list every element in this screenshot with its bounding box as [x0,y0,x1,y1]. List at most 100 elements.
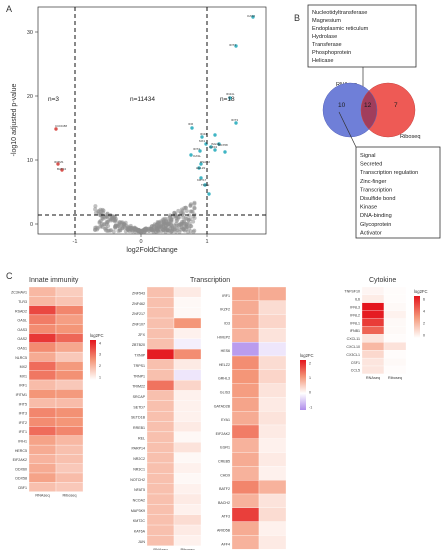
gene-label: NOTCH2 [130,478,145,482]
gene-point [190,209,195,214]
keyword-item: Zinc-finger [360,179,387,185]
gene-label: NLRC5 [15,356,27,360]
heatmap-cell [55,444,84,455]
gene-label: GRHL3 [218,377,230,381]
gene-point [174,219,179,223]
gene-point [192,200,197,205]
heatmap-cell [146,462,175,474]
heatmap-cell [258,507,287,522]
legend-tick: 1 [309,376,311,380]
heatmap-cell [231,342,260,357]
legend-tick: 4 [99,341,101,345]
heatmap-cell [28,472,57,483]
gene-point [176,223,181,228]
gene-label: SETD1B [131,416,146,420]
gene-point [133,228,138,233]
gene-label: DDX60 [15,467,27,471]
heatmap-cell [173,286,202,298]
legend-tick: 1 [99,375,101,379]
heatmap-cell [258,411,287,426]
heatmap-cell [173,390,202,402]
heatmap-cell [146,317,175,329]
heatmap-cell [173,348,202,360]
gene-label: HELZ2 [219,363,230,367]
heatmap-cell [146,379,175,391]
count-up: n=18 [220,96,235,103]
heatmap-cell [361,365,385,375]
heatmap-cell [231,480,260,495]
upregulated-point [199,162,203,166]
gene-point [162,221,167,226]
heatmap-cell [146,348,175,360]
keyword-item: Secreted [360,162,382,168]
heatmap-cell [173,359,202,370]
transcription-heatmap-1: ZNF543 ZNF462 ZNF217 ZNF107 ZFX ZBTB20 TXNIP TR… [130,286,202,552]
gene-point [164,226,169,231]
heatmap-cell [173,535,202,546]
heatmap-cell [28,463,57,474]
volcano-gene-label: IFI44 [200,132,207,136]
gene-label: HES6 [221,349,230,353]
gene-label: CCL5 [351,369,360,373]
heatmap-cell [258,383,287,398]
heatmap-cell [55,426,84,436]
count-riboseq-only: 7 [394,102,398,109]
heatmap-legends: log2FC 4 3 2 1 log2FC 2 1 0 -1 log2FC 6 4 2 0 [90,289,428,410]
gene-point [99,221,104,226]
heatmap-cell [55,472,84,483]
heatmap-cell [173,462,202,474]
gene-label: OAS2 [17,337,27,341]
count-down: n=3 [48,96,59,103]
legend-tick: -1 [309,405,312,409]
heatmap-cell [28,296,57,306]
heatmap-cell [231,314,260,329]
heatmap-cell [146,400,175,412]
heatmap-cell [28,333,57,343]
heatmap-cell [383,365,407,375]
venn-circle-rnaseq [323,83,377,137]
legend-title: log2FC [414,289,428,294]
gene-point [178,227,183,232]
gene-point [184,209,189,213]
heatmap-cell [55,370,84,381]
gene-label: NR3C1 [133,467,145,471]
heatmap-cell [231,466,260,481]
volcano-gene-label: IFI44L [226,92,235,96]
heatmap-cell [361,326,385,335]
gene-label: IFIT2 [19,421,27,425]
heatmap-cell [383,326,407,335]
legend-tick: 2 [309,361,311,365]
gene-point [159,219,164,224]
gene-point [143,226,148,231]
gene-label: BACH2 [218,501,230,505]
panel-letter-b: B [294,13,300,23]
gene-label: MAP3K9 [131,509,145,513]
heatmap-cell [28,314,57,325]
bottom-connector [338,111,357,148]
downregulated-point [56,162,60,166]
gene-point [161,228,166,233]
gene-label: MX2 [20,365,27,369]
gene-label: CREB5 [218,460,230,464]
gene-point [170,224,174,229]
gene-point [117,220,122,225]
heatmap-cell [55,361,84,371]
volcano-gene-label: KRT17 [197,178,207,182]
heatmap-cell [258,493,287,508]
gene-point [172,211,177,215]
gene-label: CHD9 [220,473,230,477]
heatmap-cell [383,318,407,327]
volcano-gene-label: OAS3 [209,145,217,149]
heatmap-cell [258,286,287,301]
upregulated-point [203,183,207,187]
gene-point [167,229,172,233]
heatmap-cell [173,338,202,350]
top-keyword-box [307,4,417,68]
heatmap-cell [55,314,84,325]
gene-label: CSF1 [351,361,360,365]
gene-point [120,220,125,225]
gene-label: OASL [17,319,27,323]
gene-label: GLIS3 [220,391,230,395]
heatmap-cell [28,417,57,427]
